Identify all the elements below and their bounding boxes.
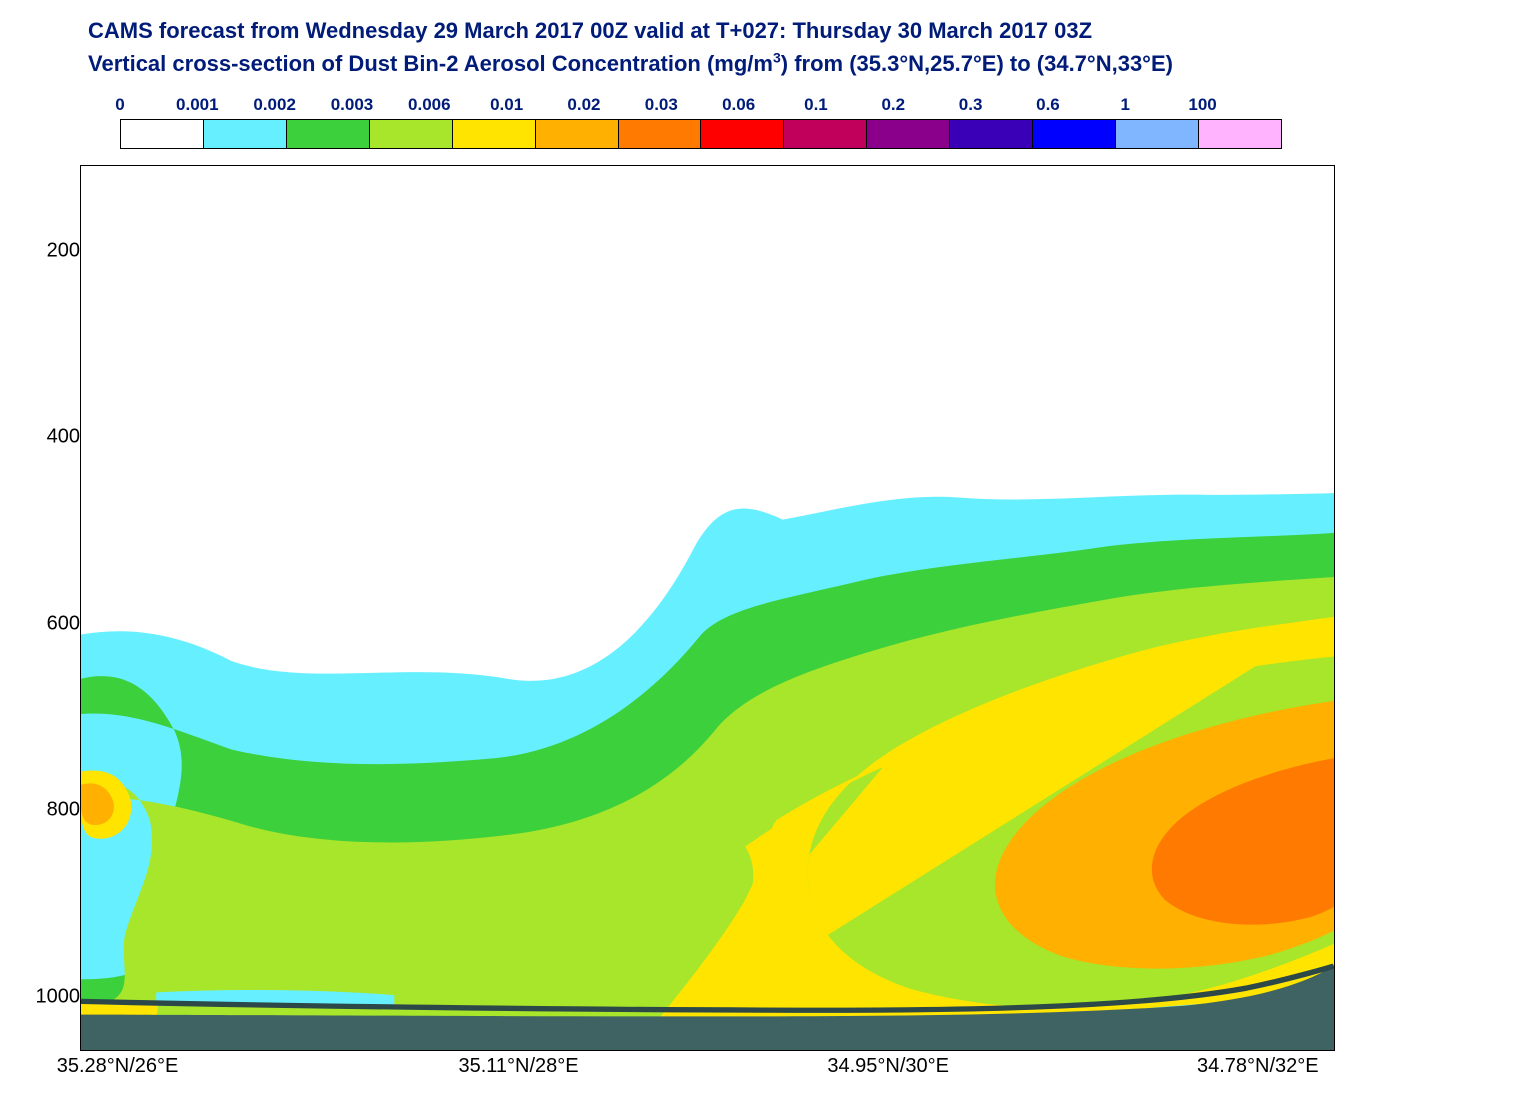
- cbar-label: 0.1: [777, 95, 854, 115]
- cbar-label: 1: [1087, 95, 1164, 115]
- title2-prefix: Vertical cross-section of Dust Bin-2 Aer…: [88, 51, 773, 76]
- cbar-swatch: [287, 120, 370, 148]
- cbar-label: 0.001: [159, 95, 236, 115]
- cbar-swatch: [1116, 120, 1199, 148]
- cbar-label: 0.3: [932, 95, 1009, 115]
- cbar-swatch: [867, 120, 950, 148]
- cbar-label: 0: [81, 95, 158, 115]
- cbar-swatch: [1199, 120, 1281, 148]
- cbar-swatch: [536, 120, 619, 148]
- chart-title-line1: CAMS forecast from Wednesday 29 March 20…: [88, 14, 1173, 47]
- x-tick: 34.95°N/30°E: [827, 1055, 949, 1078]
- x-tick: 34.78°N/32°E: [1197, 1055, 1319, 1078]
- cbar-swatch: [204, 120, 287, 148]
- colorbar-swatches: [120, 119, 1282, 149]
- y-tick: 200: [47, 239, 80, 262]
- y-tick: 400: [47, 426, 80, 449]
- cbar-swatch: [453, 120, 536, 148]
- y-tick: 600: [47, 612, 80, 635]
- cbar-label: 0.06: [700, 95, 777, 115]
- cbar-swatch: [619, 120, 702, 148]
- colorbar: 0 0.001 0.002 0.003 0.006 0.01 0.02 0.03…: [120, 95, 1280, 149]
- cbar-label: 0.6: [1009, 95, 1086, 115]
- chart-title-line2: Vertical cross-section of Dust Bin-2 Aer…: [88, 47, 1173, 80]
- cbar-swatch: [370, 120, 453, 148]
- y-axis: 200 400 600 800 1000: [30, 165, 80, 1049]
- cbar-label: 0.002: [236, 95, 313, 115]
- cbar-label: 0.03: [623, 95, 700, 115]
- contour-svg: [81, 166, 1334, 1050]
- x-tick: 35.11°N/28°E: [458, 1055, 578, 1078]
- chart-title-block: CAMS forecast from Wednesday 29 March 20…: [88, 14, 1173, 80]
- plot-area: [80, 165, 1335, 1051]
- y-tick: 1000: [36, 985, 81, 1008]
- cbar-swatch: [950, 120, 1033, 148]
- x-axis: 35.28°N/26°E 35.11°N/28°E 34.95°N/30°E 3…: [80, 1055, 1333, 1095]
- cbar-swatch: [784, 120, 867, 148]
- cbar-label: 100: [1164, 95, 1241, 115]
- title2-suffix: ) from (35.3°N,25.7°E) to (34.7°N,33°E): [781, 51, 1173, 76]
- cbar-label: 0.02: [545, 95, 622, 115]
- cbar-swatch: [121, 120, 204, 148]
- colorbar-labels: 0 0.001 0.002 0.003 0.006 0.01 0.02 0.03…: [120, 95, 1280, 115]
- y-tick: 800: [47, 799, 80, 822]
- x-tick: 35.28°N/26°E: [57, 1055, 179, 1078]
- cbar-label: 0.2: [855, 95, 932, 115]
- cbar-swatch: [701, 120, 784, 148]
- cbar-swatch: [1033, 120, 1116, 148]
- cbar-label: 0.01: [468, 95, 545, 115]
- cbar-label: 0.006: [391, 95, 468, 115]
- title2-sup: 3: [773, 50, 781, 66]
- cbar-label: 0.003: [313, 95, 390, 115]
